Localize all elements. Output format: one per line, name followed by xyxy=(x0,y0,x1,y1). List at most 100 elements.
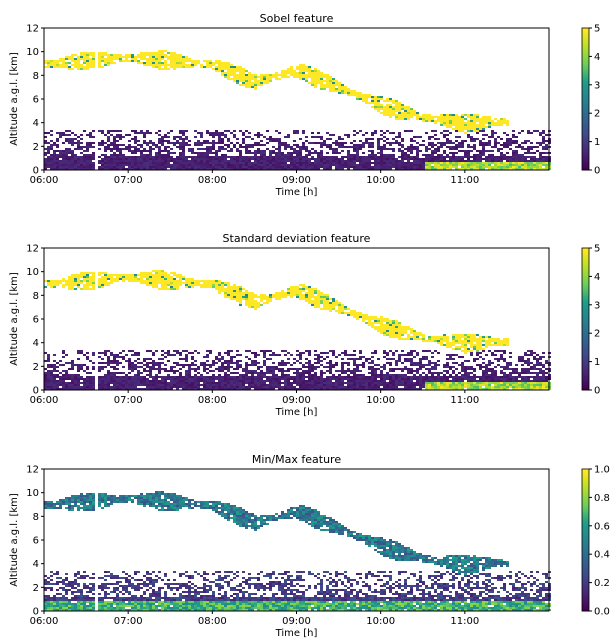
colorbar-segment xyxy=(582,28,589,31)
colorbar-segment xyxy=(582,113,589,117)
colorbar-segment xyxy=(582,380,589,384)
colorbar-segment xyxy=(582,311,589,315)
x-tick-label: 07:00 xyxy=(114,395,143,406)
colorbar-segment xyxy=(582,146,589,150)
colorbar-tick-label: 3 xyxy=(594,80,600,91)
colorbar-segment xyxy=(582,297,589,301)
colorbar-segment xyxy=(582,483,589,487)
colorbar-segment xyxy=(582,485,589,489)
colorbar-segment xyxy=(582,30,589,34)
colorbar-segment xyxy=(582,368,589,372)
colorbar-segment xyxy=(582,599,589,603)
colorbar-segment xyxy=(582,167,589,171)
colorbar-segment xyxy=(582,521,589,524)
colorbar-segment xyxy=(582,516,589,520)
colorbar: 0.0 0.2 0.4 0.6 0.8 1.0 xyxy=(581,465,610,618)
colorbar-segment xyxy=(582,582,589,586)
colorbar-frame xyxy=(581,27,590,171)
colorbar-segment xyxy=(582,266,589,270)
colorbar-segment xyxy=(582,77,589,81)
x-tick-label: 08:00 xyxy=(198,175,227,186)
colorbar-tick-label: 4 xyxy=(594,272,600,283)
colorbar-segment xyxy=(582,525,589,529)
y-tick-label: 6 xyxy=(33,315,39,326)
colorbar-tick-label: 5 xyxy=(594,24,600,35)
colorbar-tick-label: 1 xyxy=(594,137,600,148)
colorbar-segment xyxy=(582,319,589,322)
x-tick-label: 09:00 xyxy=(282,616,311,627)
colorbar-segment xyxy=(582,125,589,128)
colorbar-segment xyxy=(582,262,589,266)
y-tick-label: 8 xyxy=(33,71,39,82)
colorbar-segment xyxy=(582,563,589,567)
colorbar-segment xyxy=(582,110,589,114)
colorbar-segment xyxy=(582,94,589,98)
colorbar-segment xyxy=(582,288,589,292)
colorbar-segment xyxy=(582,573,589,576)
y-tick-label: 2 xyxy=(33,583,39,594)
colorbar-segment xyxy=(582,136,589,140)
colorbar-segment xyxy=(582,274,589,277)
heatmap-field xyxy=(44,491,551,611)
colorbar-segment xyxy=(582,65,589,69)
colorbar-segment xyxy=(582,87,589,91)
colorbar-segment xyxy=(582,587,589,591)
colorbar-segment xyxy=(582,314,589,318)
colorbar-segment xyxy=(582,91,589,95)
colorbar-segment xyxy=(582,506,589,510)
colorbar-segment xyxy=(582,528,589,532)
colorbar-segment xyxy=(582,278,589,282)
colorbar-segment xyxy=(582,165,589,169)
colorbar-segment xyxy=(582,513,589,517)
x-tick-label: 06:00 xyxy=(30,175,59,186)
colorbar-segment xyxy=(582,511,589,515)
colorbar-segment xyxy=(582,518,589,522)
colorbar-tick-label: 4 xyxy=(594,52,600,63)
y-tick-label: 4 xyxy=(33,118,39,129)
y-tick-label: 12 xyxy=(26,24,39,35)
y-tick-label: 12 xyxy=(26,465,39,476)
y-tick-label: 0 xyxy=(33,166,39,177)
colorbar-segment xyxy=(582,584,589,588)
colorbar-segment xyxy=(582,39,589,43)
colorbar-segment xyxy=(582,139,589,143)
colorbar-tick-label: 1.0 xyxy=(594,465,610,476)
colorbar-segment xyxy=(582,561,589,565)
colorbar-segment xyxy=(582,326,589,329)
colorbar-segment xyxy=(582,480,589,484)
colorbar-segment xyxy=(582,302,589,306)
colorbar-segment xyxy=(582,342,589,346)
chart-panel-2: Standard deviation feature02468101206:00… xyxy=(9,232,600,418)
y-tick-label: 6 xyxy=(33,536,39,547)
colorbar-segment xyxy=(582,290,589,294)
colorbar-segment xyxy=(582,361,589,365)
y-axis-label: Altitude a.g.l. [km] xyxy=(9,52,20,146)
colorbar-segment xyxy=(582,248,589,251)
colorbar-segment xyxy=(582,316,589,320)
colorbar-segment xyxy=(582,162,589,166)
colorbar-segment xyxy=(582,478,589,482)
colorbar-segment xyxy=(582,575,589,579)
colorbar-segment xyxy=(582,96,589,100)
colorbar-tick-label: 0.4 xyxy=(594,550,610,561)
y-axis-label: Altitude a.g.l. [km] xyxy=(9,272,20,366)
colorbar-segment xyxy=(582,382,589,386)
colorbar-segment xyxy=(582,292,589,296)
x-tick-label: 07:00 xyxy=(114,175,143,186)
colorbar-segment xyxy=(582,259,589,263)
colorbar-segment xyxy=(582,54,589,57)
colorbar-segment xyxy=(582,115,589,119)
colorbar-segment xyxy=(582,469,589,472)
colorbar-segment xyxy=(582,80,589,83)
x-tick-label: 06:00 xyxy=(30,395,59,406)
colorbar-segment xyxy=(582,542,589,546)
colorbar-segment xyxy=(582,304,589,308)
colorbar-segment xyxy=(582,554,589,558)
colorbar-tick-label: 1 xyxy=(594,357,600,368)
x-axis-label: Time [h] xyxy=(275,407,318,418)
colorbar-segment xyxy=(582,363,589,367)
chart-panel-3: Min/Max feature 0 2 4 6 8 10 12 06:00 07:00 08:00 0… xyxy=(9,453,610,639)
colorbar-frame xyxy=(581,247,590,391)
x-axis-label: Time [h] xyxy=(275,628,318,639)
colorbar-segment xyxy=(582,603,589,607)
